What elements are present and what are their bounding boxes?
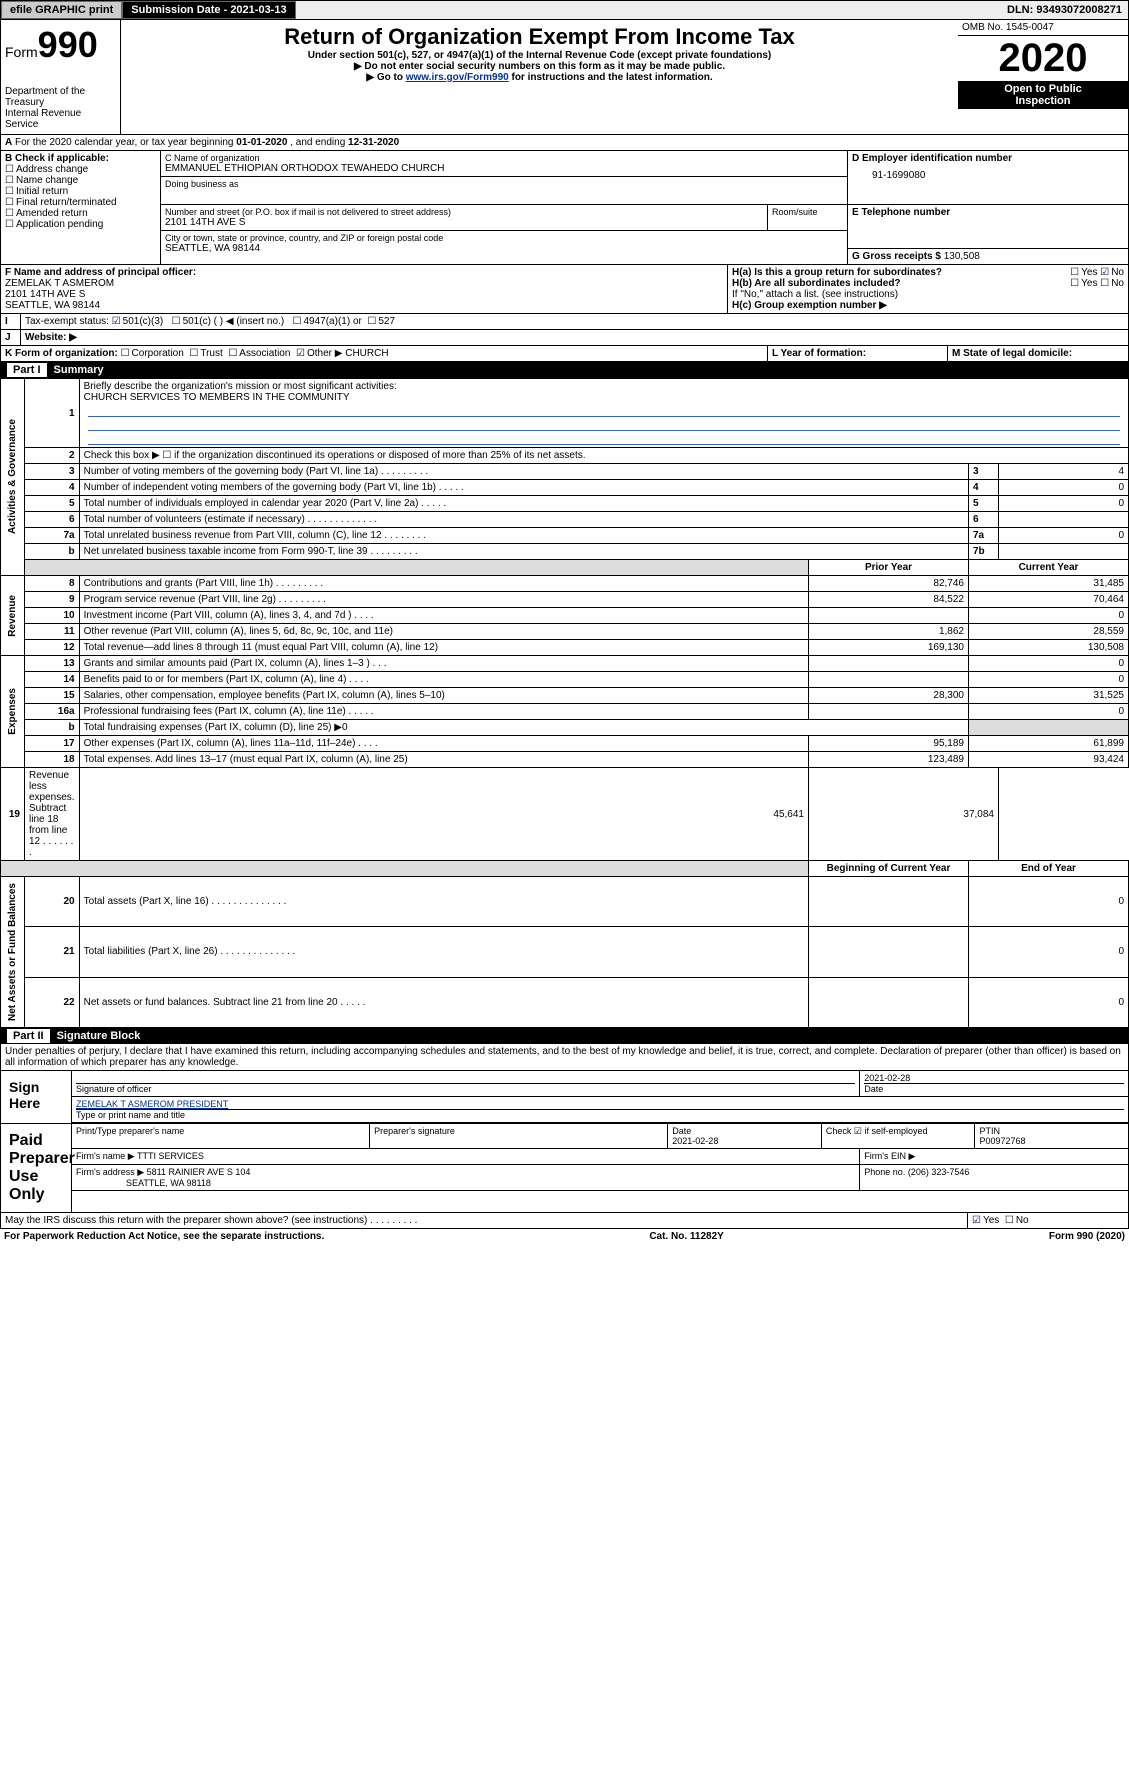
hb-label: H(b) Are all subordinates included? [732,278,901,289]
subtitle-1: Under section 501(c), 527, or 4947(a)(1)… [125,50,954,61]
open-public: Open to PublicInspection [958,81,1128,109]
declaration: Under penalties of perjury, I declare th… [0,1044,1129,1071]
discuss-no[interactable] [1005,1215,1016,1226]
omb-number: OMB No. 1545-0047 [958,20,1128,36]
summary-table: Activities & Governance 1 Briefly descri… [0,378,1129,1028]
entity-block: B Check if applicable: Address change Na… [0,151,1129,265]
officer-group-row: F Name and address of principal officer:… [0,265,1129,314]
ein-label: D Employer identification number [852,153,1124,164]
ha-label: H(a) Is this a group return for subordin… [732,267,942,278]
part1-bar: Part ISummary [0,362,1129,378]
gross-receipts-label: G Gross receipts $ [852,251,941,262]
year-formation: L Year of formation: [772,348,866,359]
ha-yes[interactable] [1070,267,1081,278]
room-label: Room/suite [767,205,847,230]
telephone-label: E Telephone number [852,207,1124,218]
ha-no[interactable] [1100,267,1111,278]
officer-addr2: SEATTLE, WA 98144 [5,300,723,311]
officer-label: F Name and address of principal officer: [5,267,723,278]
chk-assoc[interactable] [228,348,239,359]
subtitle-3: ▶ Go to www.irs.gov/Form990 for instruct… [125,72,954,83]
officer-addr1: 2101 14TH AVE S [5,289,723,300]
gross-receipts: 130,508 [944,251,980,262]
chk-corp[interactable] [121,348,132,359]
chk-address-change[interactable]: Address change [5,164,156,175]
name-label: C Name of organization [165,153,843,163]
topbar: efile GRAPHIC print Submission Date - 20… [0,0,1129,20]
dba-label: Doing business as [165,179,843,189]
website-row: J Website: ▶ [0,330,1129,346]
sign-here-block: Sign Here Signature of officer 2021-02-2… [0,1071,1129,1124]
city-label: City or town, state or province, country… [165,233,843,243]
state-domicile: M State of legal domicile: [952,348,1072,359]
chk-name-change[interactable]: Name change [5,175,156,186]
section-governance: Activities & Governance [5,415,20,538]
form990-link[interactable]: www.irs.gov/Form990 [406,72,509,83]
chk-app-pending[interactable]: Application pending [5,219,156,230]
page-footer: For Paperwork Reduction Act Notice, see … [0,1229,1129,1244]
paid-preparer-block: Paid Preparer Use Only Print/Type prepar… [0,1124,1129,1213]
tax-year: 2020 [958,36,1128,81]
dept-treasury: Department of the Treasury [5,86,116,108]
org-form-row: K Form of organization: Corporation Trus… [0,346,1129,362]
chk-final-return[interactable]: Final return/terminated [5,197,156,208]
chk-initial-return[interactable]: Initial return [5,186,156,197]
chk-amended[interactable]: Amended return [5,208,156,219]
officer-name: ZEMELAK T ASMEROM [5,278,723,289]
dln: DLN: 93493072008271 [1001,2,1128,18]
ein: 91-1699080 [852,164,1124,187]
subtitle-2: ▶ Do not enter social security numbers o… [125,61,954,72]
officer-sig-name[interactable]: ZEMELAK T ASMEROM PRESIDENT [76,1099,228,1109]
chk-4947[interactable] [293,316,304,327]
chk-527[interactable] [367,316,378,327]
hb-no[interactable] [1100,278,1111,289]
form-header: Form990 Department of the Treasury Inter… [0,20,1129,135]
part2-bar: Part IISignature Block [0,1028,1129,1044]
submission-date: Submission Date - 2021-03-13 [122,1,295,19]
hb-note: If "No," attach a list. (see instruction… [732,289,1124,300]
period-row: A For the 2020 calendar year, or tax yea… [0,135,1129,151]
tax-status-row: I Tax-exempt status: 501(c)(3) 501(c) ( … [0,314,1129,330]
irs: Internal Revenue Service [5,108,116,130]
chk-trust[interactable] [189,348,200,359]
mission: CHURCH SERVICES TO MEMBERS IN THE COMMUN… [84,392,350,403]
chk-other[interactable] [296,348,307,359]
hb-yes[interactable] [1070,278,1081,289]
city-state-zip: SEATTLE, WA 98144 [165,243,843,254]
hc-label: H(c) Group exemption number ▶ [732,300,887,311]
chk-501c3[interactable] [112,316,123,327]
discuss-row: May the IRS discuss this return with the… [0,1213,1129,1229]
form-number: 990 [38,24,98,65]
efile-btn[interactable]: efile GRAPHIC print [1,1,122,19]
addr-label: Number and street (or P.O. box if mail i… [165,207,763,217]
org-name: EMMANUEL ETHIOPIAN ORTHODOX TEWAHEDO CHU… [165,163,843,174]
form-label: Form [5,44,38,60]
chk-501c[interactable] [172,316,183,327]
form-title: Return of Organization Exempt From Incom… [125,24,954,50]
discuss-yes[interactable] [972,1215,983,1226]
street-address: 2101 14TH AVE S [165,217,763,228]
box-b-label: B Check if applicable: [5,153,156,164]
